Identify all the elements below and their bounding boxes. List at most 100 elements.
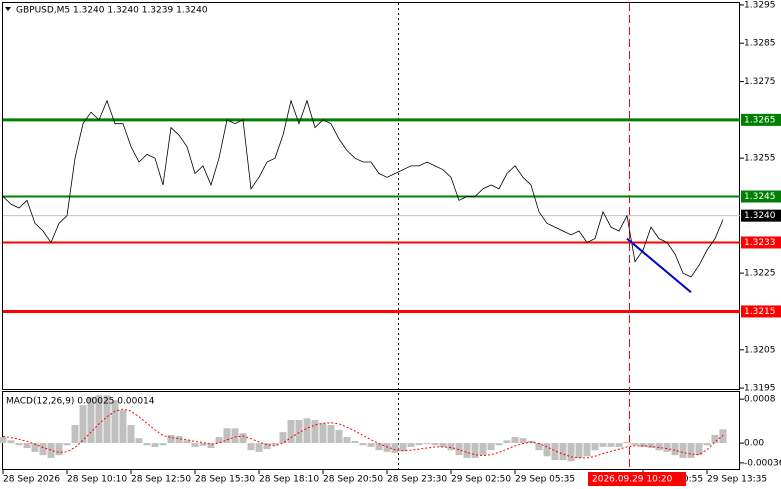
y-tick-label: 1.3275 <box>744 77 776 87</box>
level-label: 1.3215 <box>744 307 776 317</box>
y-tick-label: -0.00036 <box>744 458 781 468</box>
macd-bar <box>423 443 431 445</box>
chart-title: GBPUSD,M5 1.3240 1.3240 1.3239 1.3240 <box>16 6 208 16</box>
macd-bar <box>551 443 559 461</box>
macd-bar <box>175 435 183 444</box>
macd-bar <box>591 443 599 451</box>
macd-bar <box>599 443 607 447</box>
x-tick-label: 28 Sep 23:30 <box>387 475 447 485</box>
macd-bar <box>79 405 87 444</box>
macd-bar <box>279 432 287 444</box>
macd-bar <box>495 443 503 446</box>
macd-bar <box>95 395 103 444</box>
macd-bar <box>239 433 247 444</box>
macd-bar <box>687 443 695 458</box>
macd-bar <box>151 443 159 447</box>
x-tick-label: 28 Sep 18:10 <box>259 475 319 485</box>
macd-bar <box>615 443 623 447</box>
macd-bar <box>87 396 95 444</box>
macd-bar <box>303 418 311 444</box>
macd-bar <box>455 443 463 456</box>
y-tick-label: 1.3205 <box>744 345 776 355</box>
macd-bar <box>215 437 223 444</box>
macd-bar <box>207 443 215 449</box>
macd-bar <box>103 395 111 444</box>
macd-bar <box>375 443 383 451</box>
macd-bar <box>463 443 471 458</box>
macd-bar <box>391 443 399 453</box>
macd-bar <box>263 443 271 450</box>
y-tick-label: 0.0008 <box>744 395 776 405</box>
macd-bar <box>23 443 31 449</box>
macd-bar <box>583 443 591 457</box>
macd-bar <box>415 443 423 446</box>
macd-bar <box>383 443 391 452</box>
macd-bar <box>543 443 551 457</box>
macd-bar <box>639 443 647 447</box>
macd-bar <box>271 443 279 446</box>
macd-bar <box>0 437 7 444</box>
macd-bar <box>127 424 135 444</box>
macd-bar <box>231 428 239 444</box>
macd-bar <box>607 443 615 447</box>
macd-bar <box>647 443 655 449</box>
trendline <box>626 237 692 294</box>
y-tick-label: 1.3195 <box>744 384 776 394</box>
macd-bar <box>511 437 519 444</box>
macd-bar <box>407 443 415 447</box>
macd-bar <box>71 424 79 444</box>
x-tick-label: 29 Sep 05:35 <box>515 475 575 485</box>
x-tick-label: 28 Sep 2026 <box>3 475 60 485</box>
macd-bar <box>655 443 663 451</box>
level-tag <box>741 190 781 203</box>
macd-bar <box>31 443 39 452</box>
macd-bar <box>119 410 127 444</box>
x-tick-label: 28 Sep 10:10 <box>67 475 127 485</box>
macd-bar <box>135 438 143 444</box>
macd-bar <box>287 420 295 444</box>
macd-bar <box>47 443 55 458</box>
level-label: 1.3265 <box>744 115 776 125</box>
macd-bar <box>679 443 687 458</box>
level-label: 1.3233 <box>744 238 776 248</box>
macd-bar <box>487 443 495 451</box>
macd-bar <box>447 443 455 451</box>
macd-bar <box>671 443 679 456</box>
y-tick-label: 1.3225 <box>744 269 776 279</box>
y-tick-label: 1.3285 <box>744 39 776 49</box>
x-tick-label: 28 Sep 12:50 <box>131 475 191 485</box>
macd-bar <box>295 420 303 444</box>
macd-bar <box>199 443 207 446</box>
macd-panel-frame <box>2 391 740 470</box>
macd-bar <box>15 443 23 446</box>
crosshair-label: 2026.09.29 10:20 <box>592 475 673 485</box>
crosshair-tag <box>588 472 686 486</box>
macd-bar <box>247 443 255 451</box>
macd-bar <box>359 443 367 446</box>
macd-bar <box>335 429 343 444</box>
macd-bar <box>223 428 231 444</box>
macd-bar <box>471 443 479 458</box>
y-tick-label: 1.3295 <box>744 0 776 10</box>
macd-bar <box>519 438 527 444</box>
symbol-menu-icon <box>5 7 11 11</box>
price-line <box>2 99 724 278</box>
macd-bar <box>503 440 511 444</box>
macd-bar <box>39 443 47 456</box>
macd-bar <box>535 443 543 451</box>
macd-bar <box>631 443 639 446</box>
macd-bar <box>327 424 335 444</box>
macd-bar <box>255 443 263 452</box>
last-price-label: 1.3240 <box>744 211 776 221</box>
macd-bar <box>311 420 319 444</box>
macd-bar <box>183 440 191 444</box>
x-tick-label: 28 Sep 20:50 <box>323 475 383 485</box>
x-tick-label: 28 Sep 15:30 <box>195 475 255 485</box>
level-tag <box>741 305 781 318</box>
macd-bar <box>143 443 151 446</box>
last-price-tag <box>741 209 781 222</box>
level-tag <box>741 113 781 126</box>
macd-bar <box>719 429 727 444</box>
macd-bar <box>367 443 375 447</box>
